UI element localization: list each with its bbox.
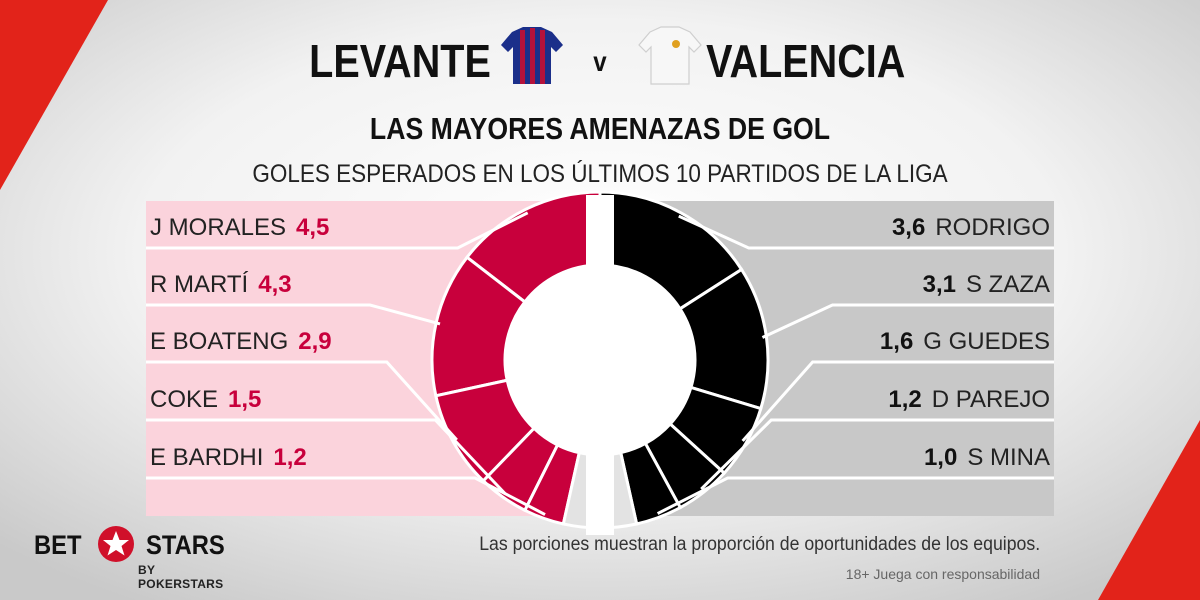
home-connector-5 bbox=[146, 476, 546, 516]
donut-hole bbox=[506, 266, 694, 454]
away-player-row: 3,1 S ZAZA bbox=[923, 260, 1050, 310]
player-xg-value: 1,5 bbox=[228, 386, 262, 413]
chart-title: LAS MAYORES AMENAZAS DE GOL bbox=[369, 111, 831, 146]
player-xg-value: 3,6 bbox=[891, 214, 926, 241]
levante-jersey-icon bbox=[501, 27, 563, 84]
home-connector-2 bbox=[146, 303, 441, 326]
away-player-row: 3,6 RODRIGO bbox=[892, 203, 1050, 253]
away-player-row: 1,2 D PAREJO bbox=[888, 375, 1050, 425]
player-name: RODRIGO bbox=[935, 214, 1050, 241]
responsible-gambling-note: 18+ Juega con responsabilidad bbox=[845, 566, 1040, 582]
versus-label: v bbox=[593, 46, 607, 77]
star-icon bbox=[98, 526, 134, 562]
player-name: G GUEDES bbox=[923, 328, 1050, 355]
player-name: S ZAZA bbox=[965, 271, 1050, 298]
away-player-row: 1,0 S MINA bbox=[924, 433, 1050, 483]
logo-bet: BET bbox=[34, 530, 82, 560]
away-team-name: VALENCIA bbox=[706, 35, 906, 87]
player-name: E BOATENG bbox=[150, 328, 289, 355]
player-xg-value: 1,2 bbox=[273, 444, 307, 471]
home-player-row: J MORALES 4,5 bbox=[150, 203, 329, 253]
away-connector-3 bbox=[741, 360, 1054, 442]
home-connector-3 bbox=[146, 360, 458, 441]
player-name: COKE bbox=[150, 386, 219, 413]
away-connector-2 bbox=[761, 303, 1054, 339]
home-slice-3 bbox=[434, 378, 537, 483]
chart-subtitle: GOLES ESPERADOS EN LOS ÚLTIMOS 10 PARTID… bbox=[252, 160, 948, 188]
logo-by: BY POKERSTARS bbox=[138, 563, 224, 591]
player-name: J MORALES bbox=[150, 214, 287, 241]
corner-accent-bottom-right bbox=[1098, 420, 1200, 600]
home-team-name: LEVANTE bbox=[309, 35, 491, 87]
player-xg-value: 1,6 bbox=[879, 328, 914, 355]
player-xg-value: 3,1 bbox=[922, 271, 956, 298]
home-slice-2 bbox=[430, 255, 527, 398]
valencia-jersey-icon bbox=[638, 26, 702, 85]
away-player-row: 1,6 G GUEDES bbox=[880, 317, 1050, 367]
away-connector-5 bbox=[656, 476, 1054, 515]
player-xg-value: 1,0 bbox=[923, 444, 958, 471]
corner-accent-top-left bbox=[0, 0, 108, 190]
home-player-row: R MARTÍ 4,3 bbox=[150, 260, 292, 310]
player-xg-value: 2,9 bbox=[298, 328, 332, 355]
away-connector-1 bbox=[678, 214, 1054, 250]
home-connector-4 bbox=[146, 418, 507, 495]
away-connector-4 bbox=[700, 418, 1054, 491]
player-name: S MINA bbox=[967, 444, 1050, 471]
player-xg-value: 4,3 bbox=[258, 271, 292, 298]
logo-stars: STARS bbox=[146, 530, 225, 560]
home-slice-5 bbox=[522, 442, 582, 526]
player-name: E BARDHI bbox=[150, 444, 264, 471]
betstars-logo: BET STARS BY POKERSTARS bbox=[34, 526, 234, 591]
home-connector-1 bbox=[146, 211, 529, 250]
player-name: R MARTÍ bbox=[150, 271, 249, 298]
home-player-row: E BARDHI 1,2 bbox=[150, 433, 307, 483]
player-xg-value: 1,2 bbox=[888, 386, 922, 413]
footnote: Las porciones muestran la proporción de … bbox=[479, 534, 1040, 555]
home-player-row: E BOATENG 2,9 bbox=[150, 317, 332, 367]
player-name: D PAREJO bbox=[931, 386, 1050, 413]
player-xg-value: 4,5 bbox=[296, 214, 330, 241]
home-player-row: COKE 1,5 bbox=[150, 375, 261, 425]
